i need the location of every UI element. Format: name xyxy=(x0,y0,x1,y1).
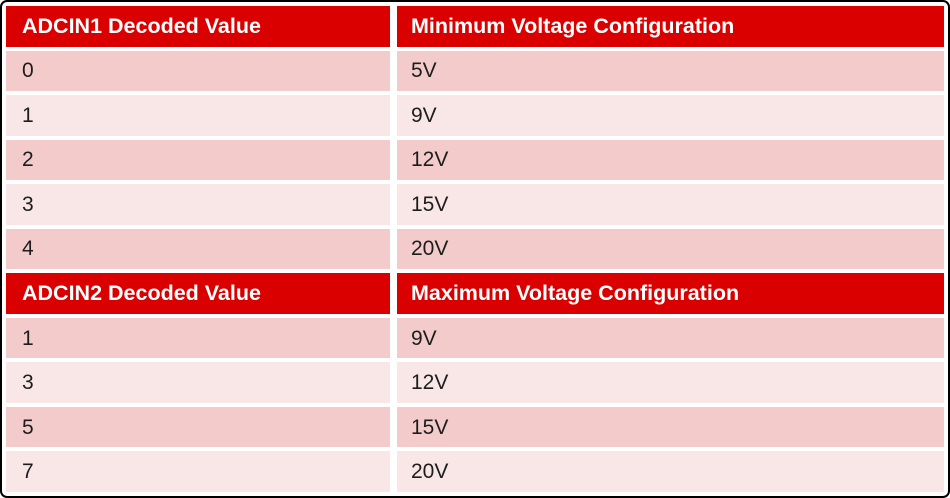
header-cell-adcin1-decoded-value: ADCIN1 Decoded Value xyxy=(6,6,390,47)
table-grid: ADCIN1 Decoded Value Minimum Voltage Con… xyxy=(6,6,944,492)
cell-adcin1-decoded-value: 2 xyxy=(6,139,390,181)
cell-min-voltage: 20V xyxy=(397,228,944,270)
cell-adcin2-decoded-value: 1 xyxy=(6,317,390,359)
cell-max-voltage: 15V xyxy=(397,406,944,448)
cell-adcin1-decoded-value: 1 xyxy=(6,95,390,136)
cell-min-voltage: 15V xyxy=(397,184,944,225)
cell-max-voltage: 9V xyxy=(397,317,944,359)
cell-max-voltage: 20V xyxy=(397,451,944,492)
cell-min-voltage: 12V xyxy=(397,139,944,181)
cell-min-voltage: 9V xyxy=(397,95,944,136)
cell-adcin2-decoded-value: 3 xyxy=(6,362,390,403)
cell-adcin2-decoded-value: 7 xyxy=(6,451,390,492)
cell-adcin2-decoded-value: 5 xyxy=(6,406,390,448)
header-cell-minimum-voltage-configuration: Minimum Voltage Configuration xyxy=(397,6,944,47)
header-cell-maximum-voltage-configuration: Maximum Voltage Configuration xyxy=(397,273,944,314)
cell-max-voltage: 12V xyxy=(397,362,944,403)
cell-adcin1-decoded-value: 4 xyxy=(6,228,390,270)
cell-min-voltage: 5V xyxy=(397,50,944,92)
header-cell-adcin2-decoded-value: ADCIN2 Decoded Value xyxy=(6,273,390,314)
cell-adcin1-decoded-value: 3 xyxy=(6,184,390,225)
cell-adcin1-decoded-value: 0 xyxy=(6,50,390,92)
